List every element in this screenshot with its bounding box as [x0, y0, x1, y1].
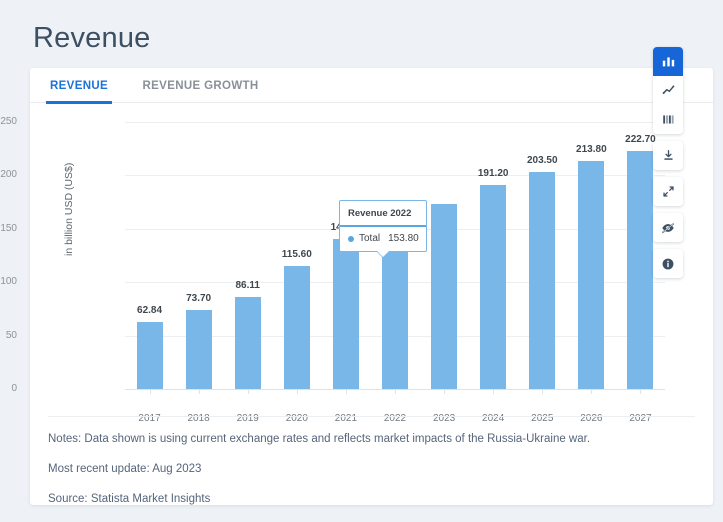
x-axis-tick: 2019: [236, 413, 259, 424]
tooltip-value: 153.80: [388, 233, 419, 244]
bar-slot[interactable]: 213.80: [567, 122, 616, 389]
bar-slot[interactable]: [420, 122, 469, 389]
bar-slot[interactable]: 86.11: [223, 122, 272, 389]
y-axis-tick: 50: [5, 329, 17, 341]
x-axis-tick: 2017: [138, 413, 161, 424]
y-axis-tick: 200: [0, 169, 17, 181]
bar[interactable]: [185, 310, 212, 389]
tooltip-arrow: [376, 251, 390, 258]
x-axis-tick: 2027: [629, 413, 652, 424]
toolbar-group-info: [653, 249, 683, 278]
x-axis-tick: 2022: [383, 413, 407, 424]
tab-revenue[interactable]: REVENUE: [46, 68, 113, 104]
toolbar-group-download: [653, 141, 683, 170]
chart-area: in billion USD (US$) 0 50 100 150 200 250 62.8…: [0, 104, 713, 424]
x-axis-tick: 2024: [482, 413, 505, 424]
y-axis-tick: 250: [0, 116, 17, 127]
bar[interactable]: [627, 151, 654, 389]
bar-value-label: 86.11: [235, 280, 260, 292]
y-axis-tick: 0: [11, 383, 17, 394]
hide-icon[interactable]: [653, 213, 683, 242]
bar[interactable]: [431, 204, 458, 389]
bar-slot[interactable]: 62.84: [125, 122, 174, 389]
x-axis-tick: 2025: [531, 413, 554, 424]
tab-bar: REVENUE REVENUE GROWTH: [30, 68, 713, 104]
y-axis-label: in billion USD (US$): [63, 162, 75, 256]
tooltip-series-name: Total: [359, 233, 381, 244]
bar-value-label: 115.60: [281, 248, 312, 260]
bar[interactable]: [529, 171, 556, 389]
bar-slot[interactable]: 140.80: [321, 122, 370, 389]
x-axis-tick: 2026: [580, 413, 603, 424]
note-line-source: Source: Statista Market Insights: [48, 493, 211, 505]
info-icon[interactable]: [653, 249, 683, 278]
bar-slot[interactable]: 222.70: [616, 122, 665, 389]
tab-revenue-growth[interactable]: REVENUE GROWTH: [142, 80, 259, 92]
bar-slot[interactable]: 191.20: [469, 122, 518, 389]
x-axis-tickmark: [493, 389, 495, 394]
x-axis-tick: 2020: [285, 413, 308, 424]
bar-value-label: 62.84: [137, 304, 163, 316]
x-axis-tickmark: [247, 389, 249, 394]
page-title: Revenue: [33, 22, 151, 54]
tooltip-title: Revenue 2022: [348, 208, 412, 219]
x-axis-tickmark: [345, 389, 347, 394]
expand-icon[interactable]: [653, 177, 683, 206]
y-axis-tick: 150: [0, 222, 17, 234]
bar-value-label: 222.70: [625, 134, 656, 146]
bar-slot[interactable]: 73.70: [174, 122, 223, 389]
note-line-update: Most recent update: Aug 2023: [48, 463, 202, 475]
revenue-card: REVENUE REVENUE GROWTH in billion USD (U…: [0, 68, 713, 505]
toolbar-group-expand: [653, 177, 683, 206]
bar[interactable]: [283, 265, 310, 389]
bar[interactable]: [480, 184, 507, 389]
x-axis-tickmark: [149, 389, 151, 394]
toolbar-group-hide: [653, 213, 683, 242]
bar-chart-icon[interactable]: [653, 47, 683, 76]
toolbar-group-chart-types: [653, 47, 683, 134]
x-axis-tickmark: [591, 389, 593, 394]
x-axis-tickmark: [542, 389, 544, 394]
gridline: [125, 175, 665, 177]
bar-value-label: 203.50: [526, 154, 558, 166]
x-axis-tickmark: [640, 389, 642, 394]
chart-tooltip: Revenue 2022 Total 153.80: [339, 200, 427, 258]
bar[interactable]: [332, 238, 359, 389]
bar-value-label: 191.20: [477, 167, 509, 179]
bar[interactable]: [234, 297, 261, 389]
bar-value-label: 73.70: [186, 293, 212, 305]
x-axis-tickmark: [395, 389, 396, 394]
bar-value-label: 213.80: [576, 143, 607, 155]
x-axis-tick: 2021: [334, 413, 358, 424]
bar-chart-plot[interactable]: 0 50 100 150 200 250 62.84 2017 73.70 2018 86.11 20…: [0, 116, 665, 424]
tooltip-divider: [340, 225, 426, 227]
gridline: [125, 122, 665, 123]
bar-slot[interactable]: 115.60: [272, 122, 321, 389]
notes-divider: [48, 416, 695, 417]
line-chart-icon[interactable]: [653, 76, 683, 105]
bar[interactable]: [136, 321, 163, 389]
note-line-notes: Notes: Data shown is using current excha…: [48, 433, 591, 445]
x-axis-tickmark: [198, 389, 200, 394]
chart-toolbar: [653, 47, 683, 285]
notes-section: Notes: Data shown is using current excha…: [30, 416, 713, 522]
table-icon[interactable]: [653, 105, 683, 134]
tooltip-series-dot: [348, 235, 354, 242]
tooltip-row: Total 153.80: [348, 233, 419, 244]
bar[interactable]: [578, 160, 605, 389]
x-axis-tick: 2023: [432, 413, 456, 424]
download-icon[interactable]: [653, 141, 683, 170]
bar-slot[interactable]: 203.50: [518, 122, 567, 389]
x-axis-tickmark: [296, 389, 298, 394]
x-axis-tickmark: [444, 389, 446, 394]
y-axis-tick: 100: [0, 276, 17, 288]
x-axis-tick: 2018: [187, 413, 210, 424]
